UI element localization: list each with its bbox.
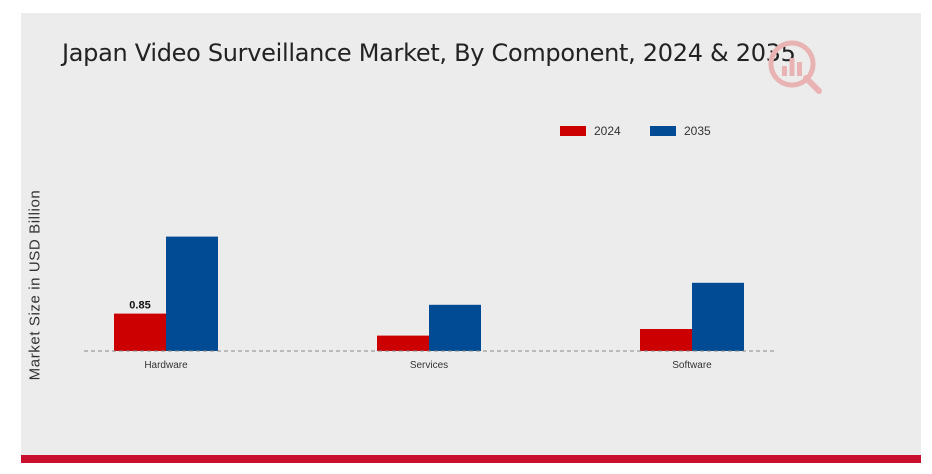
legend-item-2035: 2035 <box>650 124 711 138</box>
bar-software-2024 <box>640 329 692 351</box>
x-tick-label-hardware: Hardware <box>144 360 188 371</box>
legend-swatch-2035 <box>650 126 676 136</box>
x-tick-label-services: Services <box>410 360 448 371</box>
chart-title: Japan Video Surveillance Market, By Comp… <box>62 39 796 67</box>
bottom-accent-bar <box>21 455 921 463</box>
bar-hardware-2035 <box>166 236 218 351</box>
legend-swatch-2024 <box>560 126 586 136</box>
legend-label-2035: 2035 <box>684 124 711 138</box>
market-research-logo-icon <box>768 40 822 94</box>
bar-services-2035 <box>429 304 481 351</box>
bar-hardware-2024 <box>114 313 166 351</box>
legend-item-2024: 2024 <box>560 124 621 138</box>
bar-services-2024 <box>377 335 429 351</box>
legend-label-2024: 2024 <box>594 124 621 138</box>
chart-panel <box>21 13 921 455</box>
x-tick-label-software: Software <box>672 360 712 371</box>
data-label-hardware-2024: 0.85 <box>129 300 150 312</box>
bar-software-2035 <box>692 282 744 351</box>
